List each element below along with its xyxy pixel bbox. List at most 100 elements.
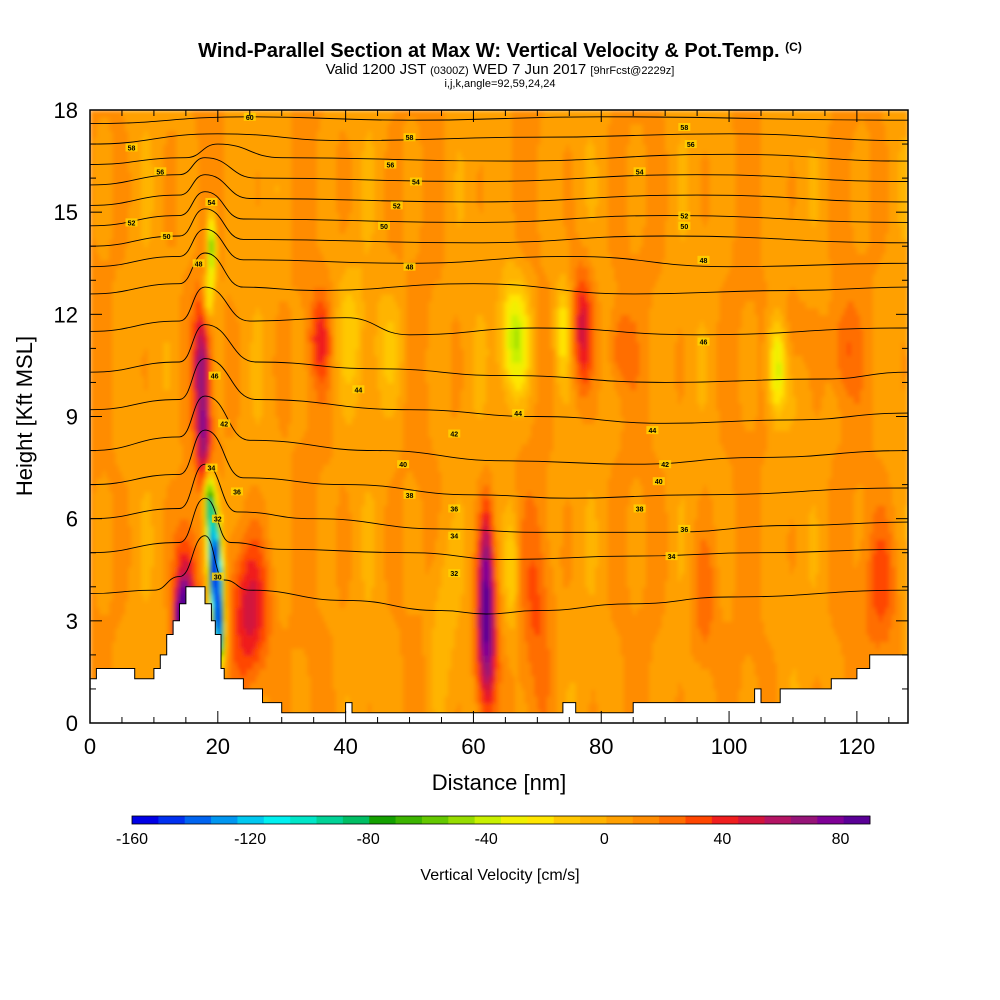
velocity-cell bbox=[438, 641, 443, 649]
velocity-cell bbox=[236, 641, 241, 649]
velocity-cell bbox=[409, 702, 414, 711]
velocity-cell bbox=[623, 675, 628, 683]
velocity-cell bbox=[367, 702, 372, 711]
velocity-cell bbox=[706, 641, 711, 649]
velocity-cell bbox=[339, 661, 344, 670]
velocity-cell bbox=[840, 648, 845, 656]
velocity-cell bbox=[837, 654, 842, 663]
velocity-cell bbox=[102, 654, 107, 663]
velocity-cell bbox=[90, 661, 94, 670]
velocity-cell bbox=[243, 641, 248, 649]
velocity-cell bbox=[144, 654, 149, 663]
velocity-cell bbox=[275, 668, 280, 677]
velocity-cell bbox=[374, 668, 379, 677]
velocity-cell bbox=[764, 695, 769, 704]
velocity-cell bbox=[559, 648, 564, 656]
velocity-cell bbox=[316, 702, 321, 711]
velocity-cell bbox=[674, 688, 679, 697]
velocity-cell bbox=[399, 702, 404, 711]
velocity-cell bbox=[374, 654, 379, 663]
velocity-cell bbox=[767, 675, 772, 683]
velocity-cell bbox=[371, 702, 376, 711]
velocity-cell bbox=[741, 641, 746, 649]
velocity-cell bbox=[713, 641, 718, 649]
velocity-cell bbox=[425, 702, 430, 711]
velocity-cell bbox=[598, 641, 603, 649]
velocity-cell bbox=[716, 668, 721, 677]
velocity-cell bbox=[518, 648, 523, 656]
velocity-cell bbox=[898, 641, 903, 649]
velocity-cell bbox=[591, 641, 596, 649]
velocity-cell bbox=[585, 688, 590, 697]
velocity-cell bbox=[834, 648, 839, 656]
velocity-cell bbox=[396, 682, 401, 690]
velocity-cell bbox=[508, 695, 513, 704]
velocity-cell bbox=[265, 661, 270, 670]
velocity-cell bbox=[732, 668, 737, 677]
velocity-cell bbox=[396, 695, 401, 704]
velocity-cell bbox=[713, 668, 718, 677]
velocity-cell bbox=[134, 641, 139, 649]
velocity-cell bbox=[256, 668, 261, 677]
velocity-cell bbox=[230, 661, 235, 670]
velocity-cell bbox=[690, 661, 695, 670]
velocity-cell bbox=[543, 682, 548, 690]
velocity-cell bbox=[460, 668, 465, 677]
velocity-cell bbox=[559, 661, 564, 670]
velocity-cell bbox=[329, 702, 334, 711]
velocity-cell bbox=[815, 675, 820, 683]
velocity-cell bbox=[703, 675, 708, 683]
velocity-cell bbox=[623, 702, 628, 711]
velocity-cell bbox=[137, 634, 142, 643]
velocity-cell bbox=[425, 682, 430, 690]
velocity-cell bbox=[888, 641, 893, 649]
velocity-cell bbox=[860, 654, 865, 663]
velocity-cell bbox=[431, 702, 436, 711]
velocity-cell bbox=[345, 668, 350, 677]
velocity-cell bbox=[559, 688, 564, 697]
velocity-cell bbox=[447, 668, 452, 677]
velocity-cell bbox=[272, 668, 277, 677]
velocity-cell bbox=[268, 688, 273, 697]
velocity-cell bbox=[614, 654, 619, 663]
velocity-cell bbox=[396, 654, 401, 663]
velocity-cell bbox=[604, 661, 609, 670]
velocity-cell bbox=[355, 695, 360, 704]
velocity-cell bbox=[617, 641, 622, 649]
velocity-cell bbox=[451, 668, 456, 677]
velocity-cell bbox=[406, 688, 411, 697]
velocity-cell bbox=[700, 675, 705, 683]
velocity-cell bbox=[668, 668, 673, 677]
velocity-cell bbox=[511, 661, 516, 670]
velocity-cell bbox=[431, 668, 436, 677]
velocity-cell bbox=[256, 682, 261, 690]
velocity-cell bbox=[121, 648, 126, 656]
velocity-cell bbox=[767, 648, 772, 656]
velocity-cell bbox=[371, 695, 376, 704]
velocity-cell bbox=[377, 702, 382, 711]
velocity-cell bbox=[693, 675, 698, 683]
velocity-cell bbox=[690, 654, 695, 663]
velocity-cell bbox=[300, 688, 305, 697]
velocity-cell bbox=[534, 648, 539, 656]
velocity-cell bbox=[272, 695, 277, 704]
velocity-cell bbox=[808, 641, 813, 649]
velocity-cell bbox=[121, 654, 126, 663]
velocity-cell bbox=[470, 695, 475, 704]
velocity-cell bbox=[703, 654, 708, 663]
velocity-cell bbox=[898, 648, 903, 656]
velocity-cell bbox=[275, 695, 280, 704]
velocity-cell bbox=[431, 661, 436, 670]
velocity-cell bbox=[326, 661, 331, 670]
velocity-cell bbox=[243, 675, 248, 683]
velocity-cell bbox=[783, 661, 788, 670]
velocity-cell bbox=[805, 654, 810, 663]
velocity-cell bbox=[364, 648, 369, 656]
velocity-cell bbox=[652, 654, 657, 663]
velocity-cell bbox=[543, 668, 548, 677]
velocity-cell bbox=[588, 695, 593, 704]
velocity-cell bbox=[425, 688, 430, 697]
velocity-cell bbox=[326, 668, 331, 677]
velocity-cell bbox=[508, 688, 513, 697]
velocity-cell bbox=[546, 695, 551, 704]
